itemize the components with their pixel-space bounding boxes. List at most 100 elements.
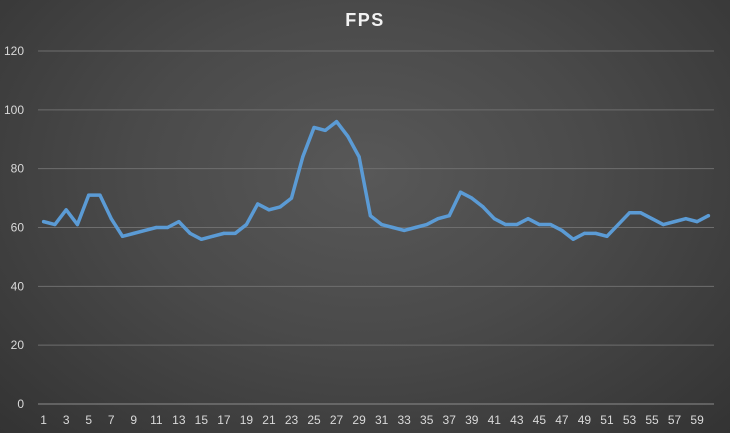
x-axis-tick-labels: 1 3 5 7 9 11 13 15 17 19 21 23 25 27 29 31 33 35 37 39 41 43 4…	[40, 413, 704, 427]
data-point-x10	[143, 228, 147, 233]
x-tick-label: 49	[578, 413, 592, 427]
data-point-x56	[661, 222, 665, 227]
data-point-x42	[503, 222, 508, 227]
series-layer	[41, 119, 711, 242]
data-point-x57	[672, 220, 677, 224]
data-point-x46	[549, 222, 553, 227]
data-point-x55	[650, 217, 654, 221]
data-point-x30	[368, 214, 372, 218]
data-point-x20	[256, 202, 260, 206]
x-tick-label: 39	[465, 413, 479, 427]
x-tick-label: 59	[690, 413, 704, 427]
x-tick-label: 7	[108, 413, 115, 427]
data-point-x13	[177, 220, 181, 224]
data-point-x6	[98, 193, 102, 197]
data-point-x7	[109, 217, 113, 221]
data-point-x49	[582, 231, 587, 235]
x-tick-label: 37	[443, 413, 457, 427]
data-point-x37	[447, 214, 451, 218]
data-point-x59	[695, 220, 699, 224]
x-tick-label: 55	[645, 413, 659, 427]
x-tick-label: 19	[240, 413, 254, 427]
data-point-x22	[278, 205, 282, 209]
data-point-x39	[470, 196, 474, 200]
x-tick-label: 17	[217, 413, 231, 427]
x-tick-label: 47	[555, 413, 569, 427]
fps-series-line	[41, 119, 711, 242]
data-point-x45	[537, 222, 541, 227]
data-point-x3	[64, 208, 68, 212]
data-point-x21	[267, 208, 271, 212]
data-point-x27	[334, 120, 339, 124]
x-tick-label: 9	[130, 413, 137, 427]
data-point-x23	[289, 196, 294, 200]
x-tick-label: 53	[623, 413, 637, 427]
data-point-x17	[222, 231, 226, 235]
data-point-x43	[515, 222, 519, 227]
x-tick-label: 27	[330, 413, 344, 427]
data-point-x11	[154, 225, 158, 230]
x-tick-label: 15	[195, 413, 209, 427]
x-tick-label: 23	[285, 413, 299, 427]
data-point-x47	[560, 228, 564, 233]
data-point-x19	[244, 222, 249, 227]
x-tick-label: 11	[150, 413, 163, 427]
data-point-x51	[605, 234, 609, 238]
data-point-x26	[323, 128, 327, 133]
data-point-x5	[87, 193, 91, 197]
data-point-x60	[706, 214, 710, 218]
data-point-x9	[132, 231, 136, 235]
data-point-x24	[301, 155, 305, 159]
data-point-x52	[616, 222, 620, 227]
y-tick-label: 60	[11, 221, 25, 235]
x-tick-label: 5	[85, 413, 92, 427]
data-point-x12	[165, 225, 170, 230]
data-point-x33	[402, 228, 406, 233]
data-point-x50	[594, 231, 598, 235]
data-point-x44	[526, 217, 530, 221]
y-tick-label: 80	[11, 162, 25, 176]
y-tick-label: 100	[4, 103, 24, 117]
data-point-x28	[346, 134, 350, 138]
x-tick-label: 51	[600, 413, 614, 427]
data-point-x25	[312, 125, 316, 130]
data-point-x34	[413, 225, 418, 230]
x-tick-label: 43	[510, 413, 524, 427]
data-point-x29	[357, 155, 361, 159]
data-point-x48	[571, 237, 575, 241]
data-point-x1	[42, 220, 46, 224]
data-point-x14	[188, 231, 192, 235]
data-point-x16	[211, 234, 215, 238]
x-tick-label: 25	[307, 413, 321, 427]
data-point-x31	[380, 222, 384, 227]
y-tick-label: 40	[11, 279, 25, 293]
x-tick-label: 3	[63, 413, 70, 427]
grid-lines	[38, 50, 714, 405]
data-point-x8	[120, 234, 125, 238]
data-point-x32	[391, 225, 395, 230]
x-tick-label: 57	[668, 413, 682, 427]
data-point-x36	[436, 217, 440, 221]
y-tick-label: 120	[4, 44, 24, 58]
x-tick-label: 13	[172, 413, 186, 427]
data-point-x38	[458, 190, 463, 194]
x-tick-label: 29	[352, 413, 366, 427]
x-tick-label: 21	[262, 413, 276, 427]
data-point-x41	[492, 217, 496, 221]
y-tick-label: 20	[11, 338, 25, 352]
data-point-x4	[75, 222, 80, 227]
x-tick-label: 45	[533, 413, 547, 427]
x-tick-label: 41	[488, 413, 502, 427]
data-point-x40	[481, 205, 485, 209]
data-point-x15	[199, 237, 203, 241]
data-point-x54	[639, 211, 643, 215]
x-tick-label: 31	[375, 413, 389, 427]
data-point-x18	[233, 231, 237, 235]
chart-title: FPS	[345, 10, 385, 30]
data-point-x35	[425, 222, 429, 227]
y-tick-label: 0	[17, 397, 24, 411]
data-point-x53	[627, 211, 632, 215]
x-tick-label: 1	[40, 413, 47, 427]
